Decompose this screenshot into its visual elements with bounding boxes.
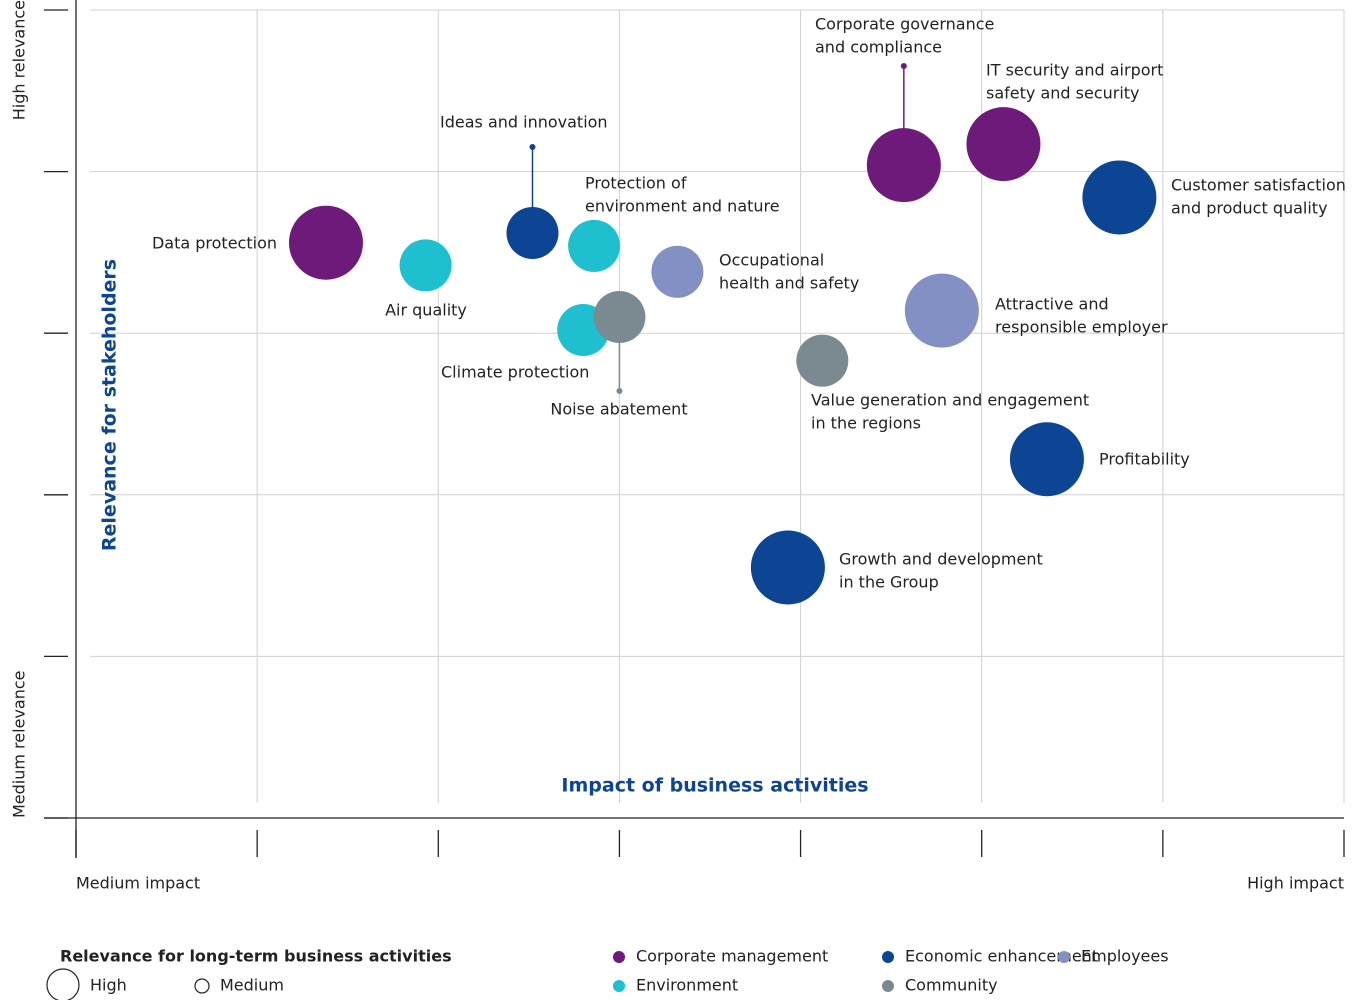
bubble-label: Growth and development bbox=[839, 550, 1043, 569]
size-legend-label: Medium bbox=[220, 976, 284, 995]
bubble-label: and compliance bbox=[815, 38, 942, 57]
legend-label: Employees bbox=[1081, 947, 1169, 966]
leader-dot bbox=[616, 388, 623, 394]
bubble-label: safety and security bbox=[986, 84, 1140, 103]
bubble bbox=[568, 219, 621, 272]
bubble-label: Attractive and bbox=[995, 295, 1109, 314]
size-legend-medium bbox=[194, 978, 210, 994]
size-legend-title: Relevance for long-term business activit… bbox=[60, 947, 452, 966]
bubble-label: in the Group bbox=[839, 573, 939, 592]
bubble bbox=[288, 205, 363, 280]
bubble bbox=[750, 530, 825, 605]
y-axis-title: Relevance for stakeholders bbox=[99, 259, 121, 551]
bubble-label: Profitability bbox=[1099, 450, 1190, 469]
bubble-label: Ideas and innovation bbox=[440, 113, 608, 132]
legend-swatch bbox=[613, 980, 625, 992]
size-legend-high bbox=[46, 968, 80, 1000]
y-low-label: Medium relevance bbox=[10, 671, 29, 818]
leader-dot bbox=[529, 144, 536, 150]
legend-label: Community bbox=[905, 976, 998, 995]
legend-swatch bbox=[1058, 951, 1070, 963]
x-low-label: Medium impact bbox=[76, 874, 200, 893]
legend-label: Economic enhancement bbox=[905, 947, 1098, 966]
bubble bbox=[506, 207, 559, 260]
bubble-label: and product quality bbox=[1171, 199, 1328, 218]
bubble-label: Protection of bbox=[585, 174, 687, 193]
legend-label: Environment bbox=[636, 976, 738, 995]
legend-swatch bbox=[882, 980, 894, 992]
bubble-label: Climate protection bbox=[441, 363, 589, 382]
bubble-label: responsible employer bbox=[995, 318, 1168, 337]
bubble-label: health and safety bbox=[719, 274, 859, 293]
bubble bbox=[593, 291, 646, 344]
bubble bbox=[651, 245, 704, 298]
bubble bbox=[866, 128, 941, 203]
bubble-label: in the regions bbox=[811, 414, 921, 433]
size-legend-label: High bbox=[90, 976, 127, 995]
x-high-label: High impact bbox=[1247, 874, 1344, 893]
bubble bbox=[904, 273, 979, 348]
bubble bbox=[399, 239, 452, 292]
bubble-label: IT security and airport bbox=[986, 61, 1163, 80]
x-axis-title: Impact of business activities bbox=[561, 775, 868, 797]
leader-dot bbox=[900, 63, 907, 69]
bubble bbox=[1009, 422, 1084, 497]
legend-swatch bbox=[882, 951, 894, 963]
legend-label: Corporate management bbox=[636, 947, 828, 966]
bubble-label: Value generation and engagement bbox=[811, 391, 1089, 410]
bubble-label: Corporate governance bbox=[815, 15, 994, 34]
bubble-label: Noise abatement bbox=[550, 400, 687, 419]
bubble-label: Customer satisfaction bbox=[1171, 176, 1346, 195]
bubble bbox=[1082, 160, 1157, 235]
bubble-label: Data protection bbox=[152, 234, 277, 253]
bubble bbox=[966, 107, 1041, 182]
legend-swatch bbox=[613, 951, 625, 963]
y-high-label: High relevance bbox=[10, 0, 29, 120]
bubble bbox=[796, 334, 849, 387]
bubble-label: Air quality bbox=[385, 301, 467, 320]
bubble-label: environment and nature bbox=[585, 197, 780, 216]
bubble-label: Occupational bbox=[719, 251, 824, 270]
